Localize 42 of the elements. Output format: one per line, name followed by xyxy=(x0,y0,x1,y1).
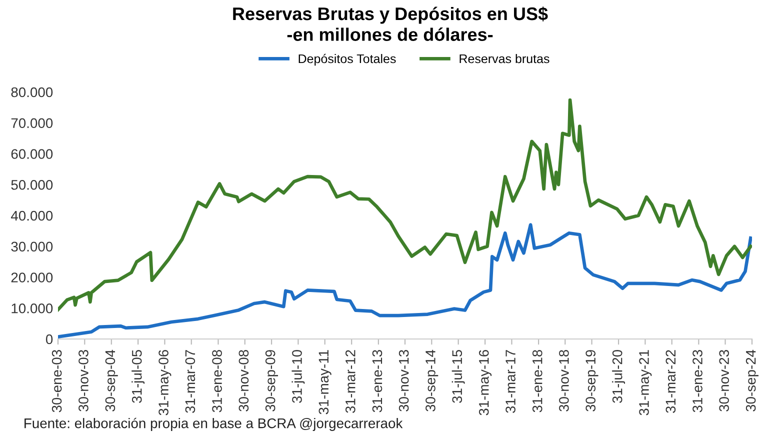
legend-label: Depósitos Totales xyxy=(298,54,396,66)
x-tick-label: 31-mar-17 xyxy=(506,350,516,413)
x-tick-label: 31-jul-10 xyxy=(292,350,305,403)
y-tick-label: 10.000 xyxy=(12,303,53,314)
y-tick-label: 50.000 xyxy=(11,180,53,190)
x-tick-label: 30-nov-23 xyxy=(719,350,729,412)
y-tick-label: 30.000 xyxy=(11,242,53,252)
x-tick-label: 30-sep-24 xyxy=(746,350,758,412)
x-tick-label: 30-nov-03 xyxy=(78,350,88,412)
x-tick-label: 31-may-11 xyxy=(318,350,332,414)
y-tick-label: 60.000 xyxy=(11,149,53,159)
y-tick-label: 20.000 xyxy=(11,272,53,282)
x-tick-label: 30-nov-18 xyxy=(559,350,569,412)
x-tick-label: 31-may-06 xyxy=(158,350,172,416)
x-tick-label: 31-mar-07 xyxy=(185,350,196,413)
x-tick-label: 31-mar-12 xyxy=(345,350,356,413)
x-tick-label: 30-ene-03 xyxy=(52,350,62,412)
x-tick-label: 31-may-16 xyxy=(478,350,492,416)
line-series xyxy=(58,223,752,339)
x-tick-label: 31-ene-23 xyxy=(692,350,702,412)
line-series xyxy=(58,98,752,312)
x-tick-label: 31-jul-15 xyxy=(452,350,465,403)
x-tick-label: 30-sep-14 xyxy=(426,350,438,412)
source-note: Fuente: elaboración propia en base a BCRA @jorgecarreraok xyxy=(24,418,403,431)
x-tick-label: 31-ene-18 xyxy=(532,350,542,412)
x-tick-label: 31-jul-05 xyxy=(132,350,145,403)
x-tick-label: 31-may-21 xyxy=(639,350,652,416)
x-tick-label: 31-ene-13 xyxy=(372,350,382,412)
y-tick-label: 80.000 xyxy=(11,87,53,98)
x-tick-label: 30-sep-04 xyxy=(105,350,118,412)
x-tick-label: 31-mar-22 xyxy=(666,350,676,413)
x-tick-label: 30-nov-13 xyxy=(398,350,409,412)
y-tick-label: 70.000 xyxy=(11,118,53,128)
x-tick-label: 30-nov-08 xyxy=(238,350,249,412)
x-tick-label: 31-ene-08 xyxy=(212,350,222,412)
x-tick-label: 30-sep-19 xyxy=(586,350,598,412)
x-tick-label: 30-sep-09 xyxy=(265,350,278,412)
y-tick-label: 0 xyxy=(46,334,53,344)
legend-label: Reservas brutas xyxy=(460,54,550,64)
x-tick-label: 31-jul-20 xyxy=(612,350,626,403)
y-tick-label: 40.000 xyxy=(10,210,53,221)
chart-title: Reservas Brutas y Depósitos en US$ -en millones de dólares- xyxy=(233,6,548,41)
